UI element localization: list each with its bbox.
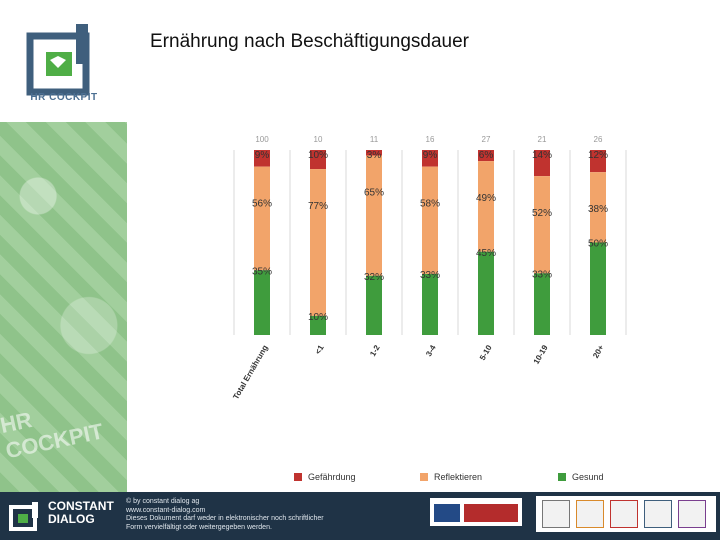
bar-segment <box>310 169 326 316</box>
app-icon-3 <box>610 500 638 528</box>
data-label: 10% <box>308 312 328 323</box>
sidebar-pattern <box>0 122 127 492</box>
data-label: 10% <box>308 150 328 161</box>
footer-badges <box>430 498 522 526</box>
footer-brand-line1: CONSTANT <box>48 499 114 513</box>
bar-segment <box>254 150 270 167</box>
category-tick-label: 20+ <box>591 343 606 360</box>
data-label: 45% <box>476 248 496 259</box>
data-label: 6% <box>479 150 494 161</box>
data-label: 58% <box>420 199 440 210</box>
legend-label: Gefährdung <box>308 472 356 482</box>
data-label: 65% <box>364 188 384 199</box>
bar-segment <box>366 150 382 156</box>
footer-copyright: © by constant dialog ag <box>126 498 200 505</box>
footer-notice-line1: Dieses Dokument darf weder in elektronis… <box>126 515 324 523</box>
data-label: 14% <box>532 150 552 161</box>
footer-app-icons <box>536 496 716 532</box>
n-label: 11 <box>370 135 379 144</box>
bar-segment <box>254 270 270 335</box>
data-label: 77% <box>308 201 328 212</box>
bar-segment <box>310 315 326 335</box>
app-icon-1 <box>542 500 570 528</box>
app-icon-4 <box>644 500 672 528</box>
category-tick-label: 1-2 <box>368 343 382 358</box>
footer: CONSTANT DIALOG © by constant dialog ag … <box>0 492 720 540</box>
bar-segment <box>422 166 438 274</box>
data-label: 52% <box>532 208 552 219</box>
footer-text: © by constant dialog ag www.constant-dia… <box>126 498 386 532</box>
institute-badge-icon <box>464 504 518 522</box>
data-label: 35% <box>252 266 272 277</box>
footer-notice-line2: Form vervielfältigt oder weitergegeben w… <box>126 523 272 531</box>
category-tick-label: 5-10 <box>478 343 494 362</box>
n-label: 26 <box>594 135 603 144</box>
data-label: 33% <box>420 270 440 281</box>
data-label: 49% <box>476 193 496 204</box>
bar-segment <box>590 150 606 173</box>
logo-text: HR COCKPIT <box>30 92 98 103</box>
page-title: Ernährung nach Beschäftigungsdauer <box>150 31 470 52</box>
data-label: 50% <box>588 239 608 250</box>
bar-segment <box>478 251 494 335</box>
data-label: 9% <box>423 150 438 161</box>
legend-label: Reflektieren <box>434 472 483 482</box>
legend-swatch <box>420 473 428 481</box>
hr-cockpit-logo-icon <box>26 24 90 96</box>
bar-segment <box>534 273 550 335</box>
bar-segment <box>534 176 550 274</box>
app-icon-2 <box>576 500 604 528</box>
data-label: 12% <box>588 150 608 161</box>
bar-segment <box>478 161 494 252</box>
category-tick-label: <1 <box>313 343 326 356</box>
category-tick-label: 10-19 <box>532 343 550 366</box>
legend-item-gefaehrdung: Gefährdung <box>294 472 356 482</box>
stacked-bar-chart: 100 10 11 16 27 21 26 9% 56% 35% 10% 77% 10% 3% 65% 32%… <box>231 135 627 400</box>
n-label: 21 <box>538 135 547 144</box>
legend-item-gesund: Gesund <box>558 472 604 482</box>
footer-brand: CONSTANT DIALOG <box>48 500 114 526</box>
certification-badge-icon <box>434 504 460 522</box>
constant-dialog-logo-icon <box>9 502 38 531</box>
data-label: 38% <box>588 204 608 215</box>
legend-swatch <box>294 473 302 481</box>
legend-swatch <box>558 473 566 481</box>
data-label: 33% <box>532 269 552 280</box>
legend-label: Gesund <box>572 472 604 482</box>
bar-segment <box>310 150 326 170</box>
bar-segment <box>534 150 550 177</box>
chart-legend: Gefährdung Reflektieren Gesund <box>290 472 710 488</box>
bar-segment <box>590 242 606 335</box>
data-label: 56% <box>252 199 272 210</box>
bar-segment <box>254 166 270 271</box>
bar-segment <box>422 150 438 167</box>
bar-segment <box>366 155 382 276</box>
data-label: 9% <box>255 150 270 161</box>
legend-item-reflektieren: Reflektieren <box>420 472 482 482</box>
category-tick-label: Total Ernährung <box>231 343 269 400</box>
app-icon-5 <box>678 500 706 528</box>
footer-brand-line2: DIALOG <box>48 512 95 526</box>
bar-segment <box>478 150 494 162</box>
bar-segment <box>366 275 382 335</box>
bar-segment <box>590 172 606 243</box>
n-label: 27 <box>482 135 491 144</box>
category-tick-label: 3-4 <box>424 343 438 358</box>
sidebar: HR COCKPIT HR COCKPIT <box>0 0 127 540</box>
bar-segment <box>422 273 438 335</box>
data-label: 32% <box>364 272 384 283</box>
n-label: 16 <box>426 135 435 144</box>
footer-url[interactable]: www.constant-dialog.com <box>126 506 206 514</box>
n-label: 10 <box>314 135 323 144</box>
n-label: 100 <box>255 135 269 144</box>
data-label: 3% <box>367 150 382 161</box>
